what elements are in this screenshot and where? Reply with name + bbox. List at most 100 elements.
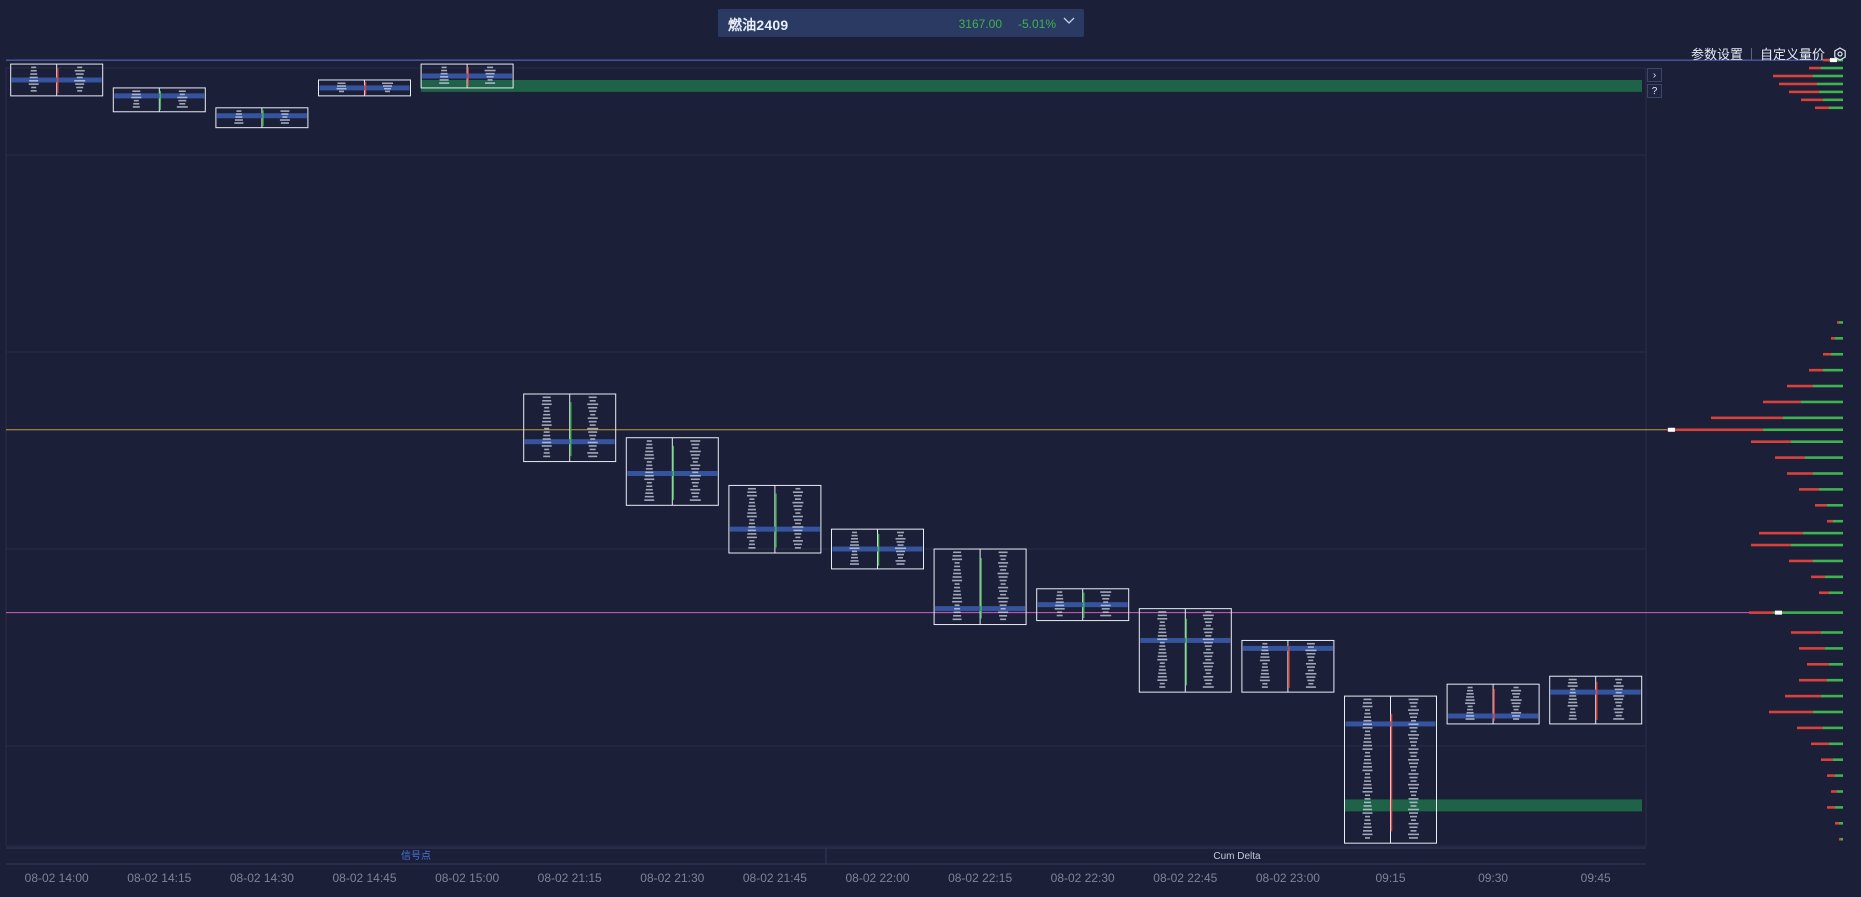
bid-volume-cell bbox=[1157, 635, 1167, 637]
ask-volume-cell bbox=[1408, 748, 1419, 750]
bid-volume-cell bbox=[131, 96, 142, 99]
ask-volume-cell bbox=[692, 471, 699, 474]
bid-volume-cell bbox=[1569, 711, 1576, 714]
ask-volume-cell bbox=[794, 508, 802, 511]
params-settings-link[interactable]: 参数设置 bbox=[1690, 47, 1743, 62]
bid-volume-cell bbox=[646, 485, 653, 488]
bid-volume-cell bbox=[337, 82, 346, 85]
bid-volume-cell bbox=[1568, 678, 1577, 681]
ask-volume-cell bbox=[384, 87, 391, 90]
help-button[interactable]: ? bbox=[1647, 84, 1662, 98]
ask-volume-cell bbox=[691, 468, 700, 470]
ask-volume-cell bbox=[792, 491, 803, 494]
ask-volume-cell bbox=[999, 614, 1008, 617]
footprint-bar[interactable] bbox=[625, 437, 719, 506]
bid-volume-cell bbox=[541, 424, 552, 426]
x-tick-label: 08-02 15:00 bbox=[435, 871, 500, 885]
bid-volume-cell bbox=[850, 541, 859, 543]
profile-buy-bar bbox=[1829, 591, 1843, 595]
footprint-bar[interactable] bbox=[523, 393, 617, 463]
x-tick-label: 08-02 23:00 bbox=[1255, 871, 1320, 885]
bid-volume-cell bbox=[1057, 611, 1063, 613]
ask-volume-cell bbox=[1203, 641, 1213, 644]
footprint-bar[interactable] bbox=[1138, 608, 1232, 693]
x-tick-label: 08-02 22:15 bbox=[948, 871, 1013, 885]
poc-band bbox=[422, 73, 513, 79]
bid-volume-cell bbox=[1467, 686, 1473, 689]
bid-volume-cell bbox=[748, 547, 756, 549]
footprint-bar[interactable] bbox=[10, 63, 104, 97]
footprint-bar[interactable] bbox=[831, 528, 924, 570]
profile-sell-bar bbox=[1827, 774, 1835, 777]
footprint-bar[interactable] bbox=[420, 63, 514, 89]
ask-volume-cell bbox=[76, 86, 84, 89]
bid-volume-cell bbox=[1567, 685, 1578, 687]
ask-volume-cell bbox=[587, 403, 599, 406]
ask-volume-cell bbox=[1308, 682, 1314, 685]
ask-volume-cell bbox=[588, 406, 598, 409]
bid-volume-cell bbox=[1157, 655, 1167, 658]
bid-volume-cell bbox=[1568, 698, 1577, 701]
instrument-selector[interactable]: 燃油2409 3167.00 -5.01% bbox=[718, 9, 1084, 37]
poc-band bbox=[1448, 713, 1539, 719]
bid-volume-cell bbox=[1365, 815, 1370, 818]
bid-volume-cell bbox=[1570, 708, 1576, 710]
ask-volume-cell bbox=[1411, 769, 1416, 772]
bid-volume-cell bbox=[851, 534, 858, 537]
footprint-bar[interactable] bbox=[318, 79, 411, 97]
bid-volume-cell bbox=[1364, 716, 1371, 718]
bid-volume-cell bbox=[1363, 719, 1372, 722]
ask-volume-cell bbox=[1408, 833, 1419, 836]
ask-volume-cell bbox=[1204, 669, 1212, 671]
ask-volume-cell bbox=[1000, 583, 1006, 585]
profile-sell-bar bbox=[1823, 58, 1829, 62]
footprint-bar[interactable] bbox=[112, 87, 206, 113]
bid-volume-cell bbox=[1362, 727, 1373, 729]
profile-sell-bar bbox=[1773, 74, 1813, 78]
footprint-bar[interactable] bbox=[933, 548, 1027, 626]
x-tick-label: 08-02 14:45 bbox=[332, 871, 397, 885]
settings-hexagon-icon[interactable] bbox=[1833, 46, 1847, 61]
ask-volume-cell bbox=[794, 547, 801, 549]
bid-volume-cell bbox=[953, 611, 961, 614]
ask-volume-cell bbox=[1205, 648, 1211, 651]
bid-volume-cell bbox=[1466, 692, 1474, 695]
footprint-bar[interactable] bbox=[1446, 683, 1540, 725]
ask-volume-cell bbox=[1409, 837, 1418, 839]
profile-buy-bar bbox=[1841, 837, 1843, 841]
bid-volume-cell bbox=[646, 464, 653, 467]
bid-volume-cell bbox=[851, 553, 858, 556]
ask-volume-cell bbox=[1102, 597, 1110, 600]
footprint-bar[interactable] bbox=[728, 484, 822, 554]
bid-volume-cell bbox=[1570, 688, 1576, 691]
custom-volume-price-link[interactable]: 自定义量价 bbox=[1759, 47, 1825, 62]
ask-volume-cell bbox=[589, 434, 597, 437]
bid-volume-cell bbox=[952, 618, 962, 621]
profile-buy-bar bbox=[1835, 806, 1843, 809]
profile-buy-bar bbox=[1803, 531, 1843, 535]
expand-panel-button[interactable]: › bbox=[1647, 68, 1662, 82]
bid-volume-cell bbox=[30, 69, 37, 72]
footprint-bar[interactable] bbox=[1036, 588, 1130, 622]
profile-sell-bar bbox=[1827, 519, 1833, 523]
bid-volume-cell bbox=[1158, 611, 1167, 613]
bid-volume-cell bbox=[439, 79, 449, 81]
bid-volume-cell bbox=[1467, 689, 1474, 692]
ask-volume-cell bbox=[486, 76, 494, 78]
footprint-bar[interactable] bbox=[1549, 675, 1643, 725]
bid-volume-cell bbox=[234, 119, 243, 121]
bid-volume-cell bbox=[646, 481, 652, 484]
bid-volume-cell bbox=[131, 93, 141, 96]
bid-volume-cell bbox=[1569, 695, 1577, 697]
footprint-bar[interactable] bbox=[215, 107, 309, 129]
ask-volume-cell bbox=[1614, 688, 1623, 691]
footprint-bar[interactable] bbox=[1241, 639, 1335, 693]
footprint-bar[interactable] bbox=[1344, 695, 1437, 844]
ask-volume-cell bbox=[587, 427, 599, 430]
ask-volume-cell bbox=[1000, 593, 1007, 596]
bid-volume-cell bbox=[31, 86, 37, 89]
ask-volume-cell bbox=[1000, 569, 1007, 571]
ask-volume-cell bbox=[1409, 826, 1418, 829]
chevron-down-icon[interactable] bbox=[1062, 14, 1076, 28]
